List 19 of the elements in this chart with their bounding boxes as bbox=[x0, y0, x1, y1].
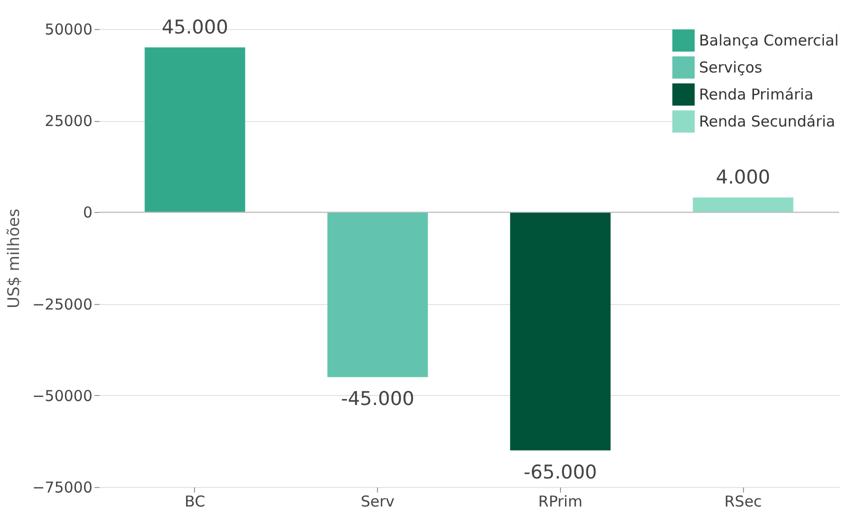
x-tick-label: Serv bbox=[360, 492, 395, 509]
y-tick-label: −75000 bbox=[32, 478, 92, 496]
x-tick-label: BC bbox=[184, 492, 206, 509]
y-tick-label: 25000 bbox=[44, 112, 92, 130]
data-label: -45.000 bbox=[340, 388, 414, 410]
data-label: -65.000 bbox=[524, 461, 598, 484]
data-label: 4.000 bbox=[716, 166, 770, 189]
y-tick-label: −25000 bbox=[32, 295, 92, 314]
y-axis-title: US$ milhões bbox=[4, 208, 24, 308]
legend-label: Balança Comercial bbox=[699, 32, 839, 50]
y-tick-label: −50000 bbox=[32, 386, 92, 405]
y-tick-label: 0 bbox=[82, 204, 92, 222]
y-tick-label: 50000 bbox=[44, 20, 92, 38]
legend-label: Serviços bbox=[699, 58, 762, 76]
legend-label: Renda Primária bbox=[699, 86, 814, 104]
legend-label: Renda Secundária bbox=[699, 112, 836, 130]
data-label: 45.000 bbox=[162, 16, 228, 38]
x-tick-label: RSec bbox=[724, 492, 762, 509]
x-tick-label: RPrim bbox=[538, 492, 582, 509]
